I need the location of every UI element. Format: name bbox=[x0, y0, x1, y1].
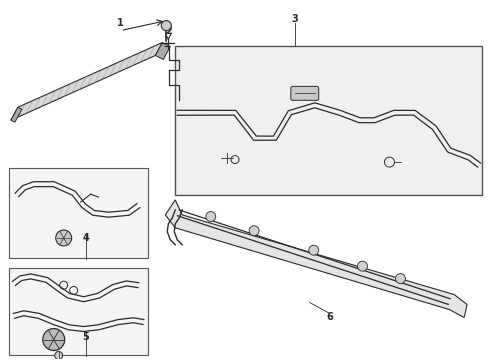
Text: 5: 5 bbox=[82, 332, 89, 342]
Polygon shape bbox=[11, 107, 22, 122]
Polygon shape bbox=[155, 42, 171, 59]
Circle shape bbox=[161, 21, 172, 31]
Circle shape bbox=[309, 245, 318, 255]
Text: 4: 4 bbox=[82, 233, 89, 243]
Circle shape bbox=[395, 274, 405, 284]
Circle shape bbox=[56, 230, 72, 246]
Circle shape bbox=[43, 329, 65, 351]
Polygon shape bbox=[165, 200, 467, 318]
FancyBboxPatch shape bbox=[291, 86, 318, 100]
Circle shape bbox=[249, 226, 259, 236]
Circle shape bbox=[206, 212, 216, 221]
Bar bbox=[9, 168, 148, 258]
Polygon shape bbox=[11, 42, 162, 120]
Bar bbox=[175, 45, 482, 195]
Text: 1: 1 bbox=[117, 18, 124, 28]
Circle shape bbox=[358, 261, 368, 271]
Text: 2: 2 bbox=[165, 26, 172, 36]
Text: 3: 3 bbox=[292, 14, 298, 24]
Circle shape bbox=[55, 351, 63, 360]
Bar bbox=[9, 268, 148, 355]
Text: 6: 6 bbox=[326, 312, 333, 323]
